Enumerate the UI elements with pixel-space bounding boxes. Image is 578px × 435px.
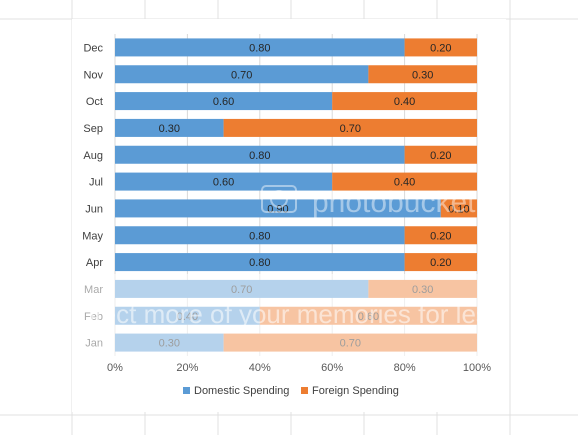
- data-label: 0.70: [340, 123, 361, 135]
- y-category-label: Jul: [89, 177, 103, 189]
- legend-label[interactable]: Domestic Spending: [194, 385, 289, 397]
- bar-segment[interactable]: [440, 199, 477, 218]
- bar-segment[interactable]: [332, 92, 477, 111]
- bar-segment[interactable]: [404, 253, 477, 272]
- y-category-label: Dec: [83, 42, 103, 54]
- y-category-label: Sep: [83, 123, 103, 135]
- bar-segment[interactable]: [368, 65, 477, 84]
- bar-segment[interactable]: [115, 38, 405, 57]
- data-label: 0.80: [249, 150, 270, 162]
- data-label: 0.90: [267, 203, 288, 215]
- bar-segment[interactable]: [115, 118, 224, 137]
- legend-label[interactable]: Foreign Spending: [312, 385, 399, 397]
- legend-swatch: [301, 387, 308, 394]
- bar-segment[interactable]: [115, 253, 405, 272]
- bar-segment[interactable]: [115, 92, 333, 111]
- x-tick-label: 60%: [321, 362, 343, 374]
- bar-segment[interactable]: [115, 226, 405, 245]
- y-category-label: Aug: [83, 150, 103, 162]
- y-category-label: Oct: [86, 96, 103, 108]
- data-label: 0.40: [394, 177, 415, 189]
- data-label: 0.80: [249, 257, 270, 269]
- bar-segment[interactable]: [404, 226, 477, 245]
- bar-segment[interactable]: [115, 199, 441, 218]
- x-tick-label: 0%: [107, 362, 123, 374]
- y-category-label: Apr: [86, 257, 103, 269]
- bar-segment[interactable]: [404, 38, 477, 57]
- legend-swatch: [183, 387, 190, 394]
- data-label: 0.30: [412, 69, 433, 81]
- data-label: 0.70: [231, 69, 252, 81]
- bar-segment[interactable]: [404, 145, 477, 164]
- data-label: 0.10: [448, 203, 469, 215]
- data-label: 0.30: [159, 123, 180, 135]
- x-tick-label: 100%: [463, 362, 491, 374]
- y-category-label: May: [82, 230, 103, 242]
- bar-segment[interactable]: [115, 65, 369, 84]
- data-label: 0.60: [213, 96, 234, 108]
- y-category-label: Nov: [83, 69, 103, 81]
- data-label: 0.60: [213, 177, 234, 189]
- x-tick-label: 80%: [394, 362, 416, 374]
- data-label: 0.80: [249, 230, 270, 242]
- bar-segment[interactable]: [115, 172, 333, 191]
- bar-segment[interactable]: [223, 118, 477, 137]
- data-label: 0.20: [430, 150, 451, 162]
- data-label: 0.40: [394, 96, 415, 108]
- bar-segment[interactable]: [332, 172, 477, 191]
- data-label: 0.20: [430, 230, 451, 242]
- y-category-label: Jun: [85, 203, 103, 215]
- x-tick-label: 20%: [176, 362, 198, 374]
- data-label: 0.20: [430, 42, 451, 54]
- bar-segment[interactable]: [115, 145, 405, 164]
- x-tick-label: 40%: [249, 362, 271, 374]
- faded-overlay: [72, 274, 506, 356]
- data-label: 0.80: [249, 42, 270, 54]
- data-label: 0.20: [430, 257, 451, 269]
